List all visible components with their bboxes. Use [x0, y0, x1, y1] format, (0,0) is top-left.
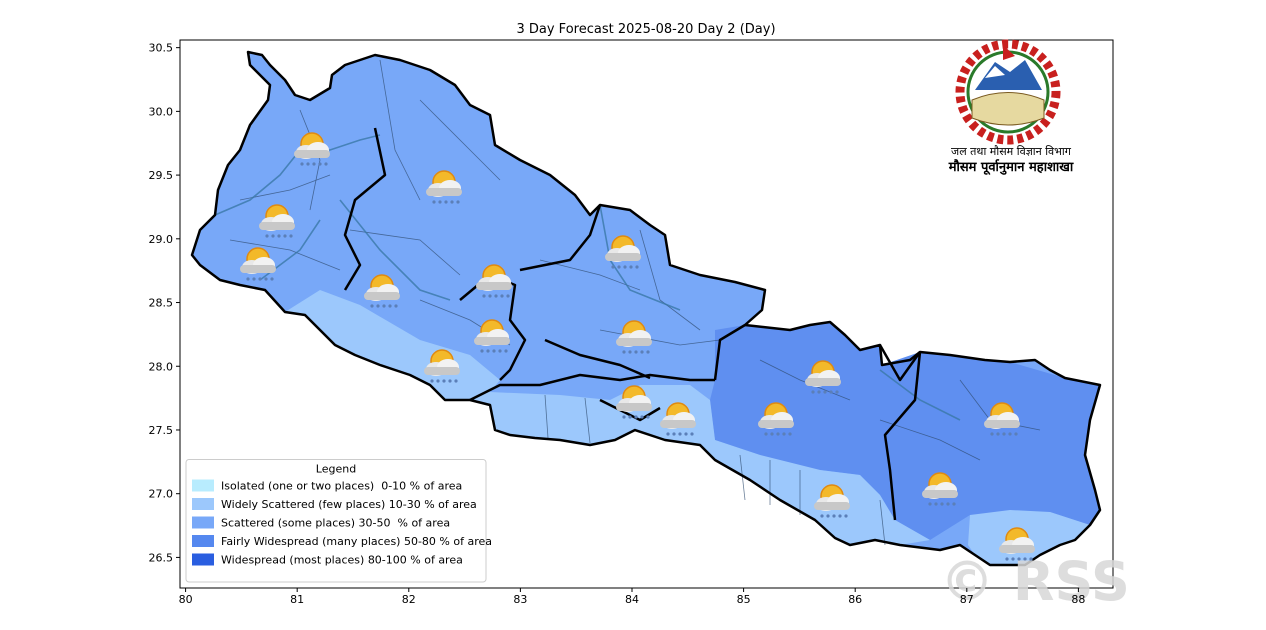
logo: [955, 39, 1061, 145]
x-tick-label: 81: [290, 593, 304, 606]
x-tick-label: 84: [625, 593, 639, 606]
legend-swatch: [192, 516, 214, 529]
y-tick-label: 26.5: [149, 551, 174, 564]
logo-division: मौसम पूर्वानुमान महाशाखा: [948, 159, 1074, 175]
y-tick-label: 28.5: [149, 297, 174, 310]
x-tick-label: 87: [960, 593, 974, 606]
x-tick-label: 80: [179, 593, 193, 606]
legend-swatch: [192, 553, 214, 566]
y-tick-label: 30.5: [149, 42, 174, 55]
y-tick-label: 29.0: [149, 233, 174, 246]
region-widely-scattered: [968, 510, 1090, 565]
y-tick-label: 27.0: [149, 488, 174, 501]
legend-swatch: [192, 498, 214, 510]
legend-swatch: [192, 479, 214, 492]
legend-title: Legend: [316, 463, 356, 476]
legend-label: Isolated (one or two places) 0-10 % of a…: [221, 480, 462, 493]
logo-department: जल तथा मौसम विज्ञान विभाग: [951, 145, 1072, 158]
y-tick-label: 28.0: [149, 360, 174, 373]
y-tick-label: 29.5: [149, 169, 174, 182]
province-boundary: [343, 127, 922, 521]
legend-swatch: [192, 535, 214, 547]
x-tick-label: 88: [1071, 593, 1085, 606]
legend-label: Widespread (most places) 80-100 % of are…: [221, 554, 463, 567]
x-tick-label: 83: [513, 593, 527, 606]
region-fairly-widespread: [710, 322, 1100, 540]
legend-label: Fairly Widespread (many places) 50-80 % …: [221, 535, 492, 548]
x-tick-label: 85: [737, 593, 751, 606]
legend-box: [185, 459, 487, 583]
country-outline: [190, 50, 1102, 567]
x-tick-label: 86: [848, 593, 862, 606]
x-tick-label: 82: [402, 593, 416, 606]
legend-label: Scattered (some places) 30-50 % of area: [221, 517, 450, 530]
y-tick-label: 27.5: [149, 424, 174, 437]
legend-label: Widely Scattered (few places) 10-30 % of…: [221, 498, 477, 511]
chart-title: 3 Day Forecast 2025-08-20 Day 2 (Day): [516, 22, 775, 37]
y-tick-label: 30.0: [149, 105, 174, 118]
watermark: © RSS: [940, 550, 1130, 613]
